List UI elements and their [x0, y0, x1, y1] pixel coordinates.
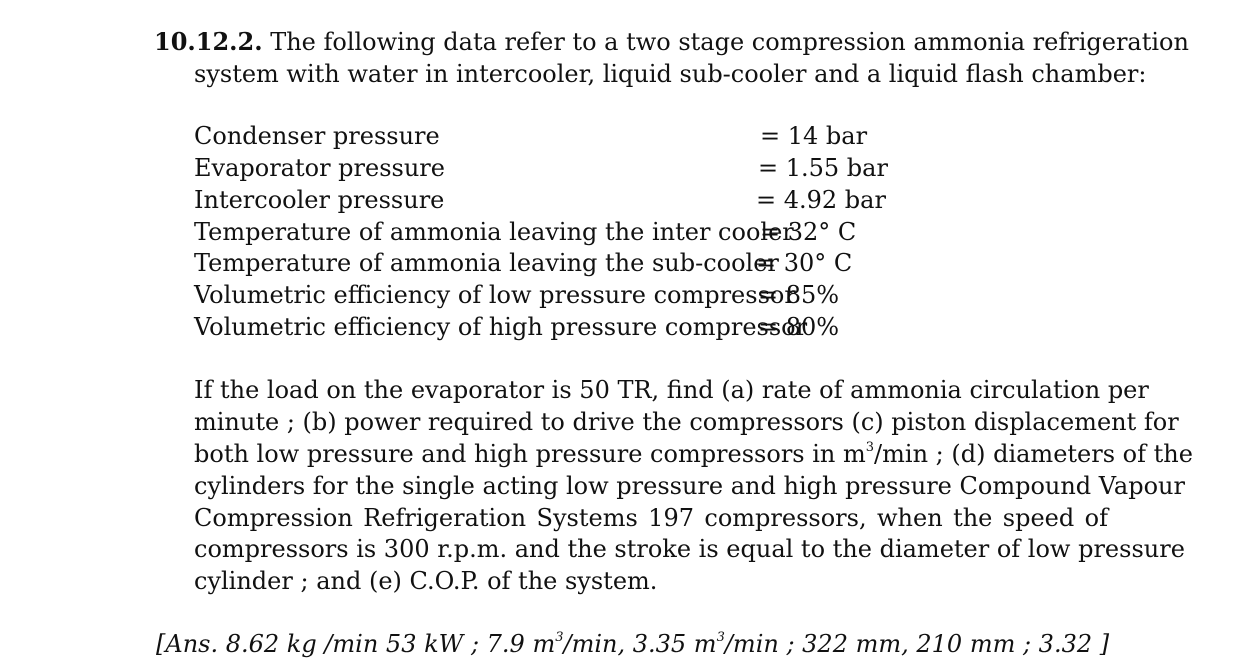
data-item-label: Volumetric efficiency of low pressure co…: [194, 281, 796, 309]
question-line: minute ; (b) power required to drive the…: [194, 408, 1179, 436]
data-item-label: Temperature of ammonia leaving the sub-c…: [194, 249, 779, 277]
data-item-label: Evaporator pressure: [194, 154, 445, 182]
data-item-value: = 30° C: [756, 249, 853, 277]
data-item-label: Condenser pressure: [194, 122, 440, 150]
data-item-value: = 32° C: [760, 218, 857, 246]
data-item-label: Volumetric efficiency of high pressure c…: [194, 313, 808, 341]
question-line: If the load on the evaporator is 50 TR, …: [194, 376, 1149, 404]
problem-number: 10.12.2.: [154, 27, 263, 56]
question-line: compressors is 300 r.p.m. and the stroke…: [194, 535, 1185, 563]
data-item-label: Intercooler pressure: [194, 186, 445, 214]
data-item-value: = 4.92 bar: [756, 186, 886, 214]
answer-text: /min, 3.35 m: [563, 630, 717, 658]
superscript: 3: [716, 630, 725, 645]
data-item-value: = 1.55 bar: [758, 154, 888, 182]
question-line: cylinders for the single acting low pres…: [194, 472, 1185, 500]
data-item-value: = 80%: [758, 313, 840, 341]
problem-intro-line2: system with water in intercooler, liquid…: [194, 60, 1147, 88]
question-line: cylinder ; and (e) C.O.P. of the system.: [194, 567, 658, 595]
question-line: both low pressure and high pressure comp…: [194, 438, 1193, 470]
answer-text: /min ; 322 mm, 210 mm ; 3.32 ]: [724, 630, 1110, 658]
superscript: 3: [865, 440, 875, 455]
answer-text: [Ans. 8.62 kg /min 53 kW ; 7.9 m: [156, 630, 556, 658]
data-item-value: = 14 bar: [760, 122, 868, 150]
data-item-label: Temperature of ammonia leaving the inter…: [194, 218, 794, 246]
answer-line: [Ans. 8.62 kg /min 53 kW ; 7.9 m3/min, 3…: [156, 628, 1109, 660]
question-line: Compression Refrigeration Systems 197 co…: [194, 504, 1108, 532]
superscript: 3: [555, 630, 564, 645]
question-text: /min ; (d) diameters of the: [874, 440, 1193, 468]
question-text: both low pressure and high pressure comp…: [194, 440, 866, 468]
data-item-value: = 85%: [758, 281, 840, 309]
problem-heading-line: 10.12.2. The following data refer to a t…: [154, 26, 1189, 58]
problem-intro-line1: The following data refer to a two stage …: [270, 28, 1189, 56]
